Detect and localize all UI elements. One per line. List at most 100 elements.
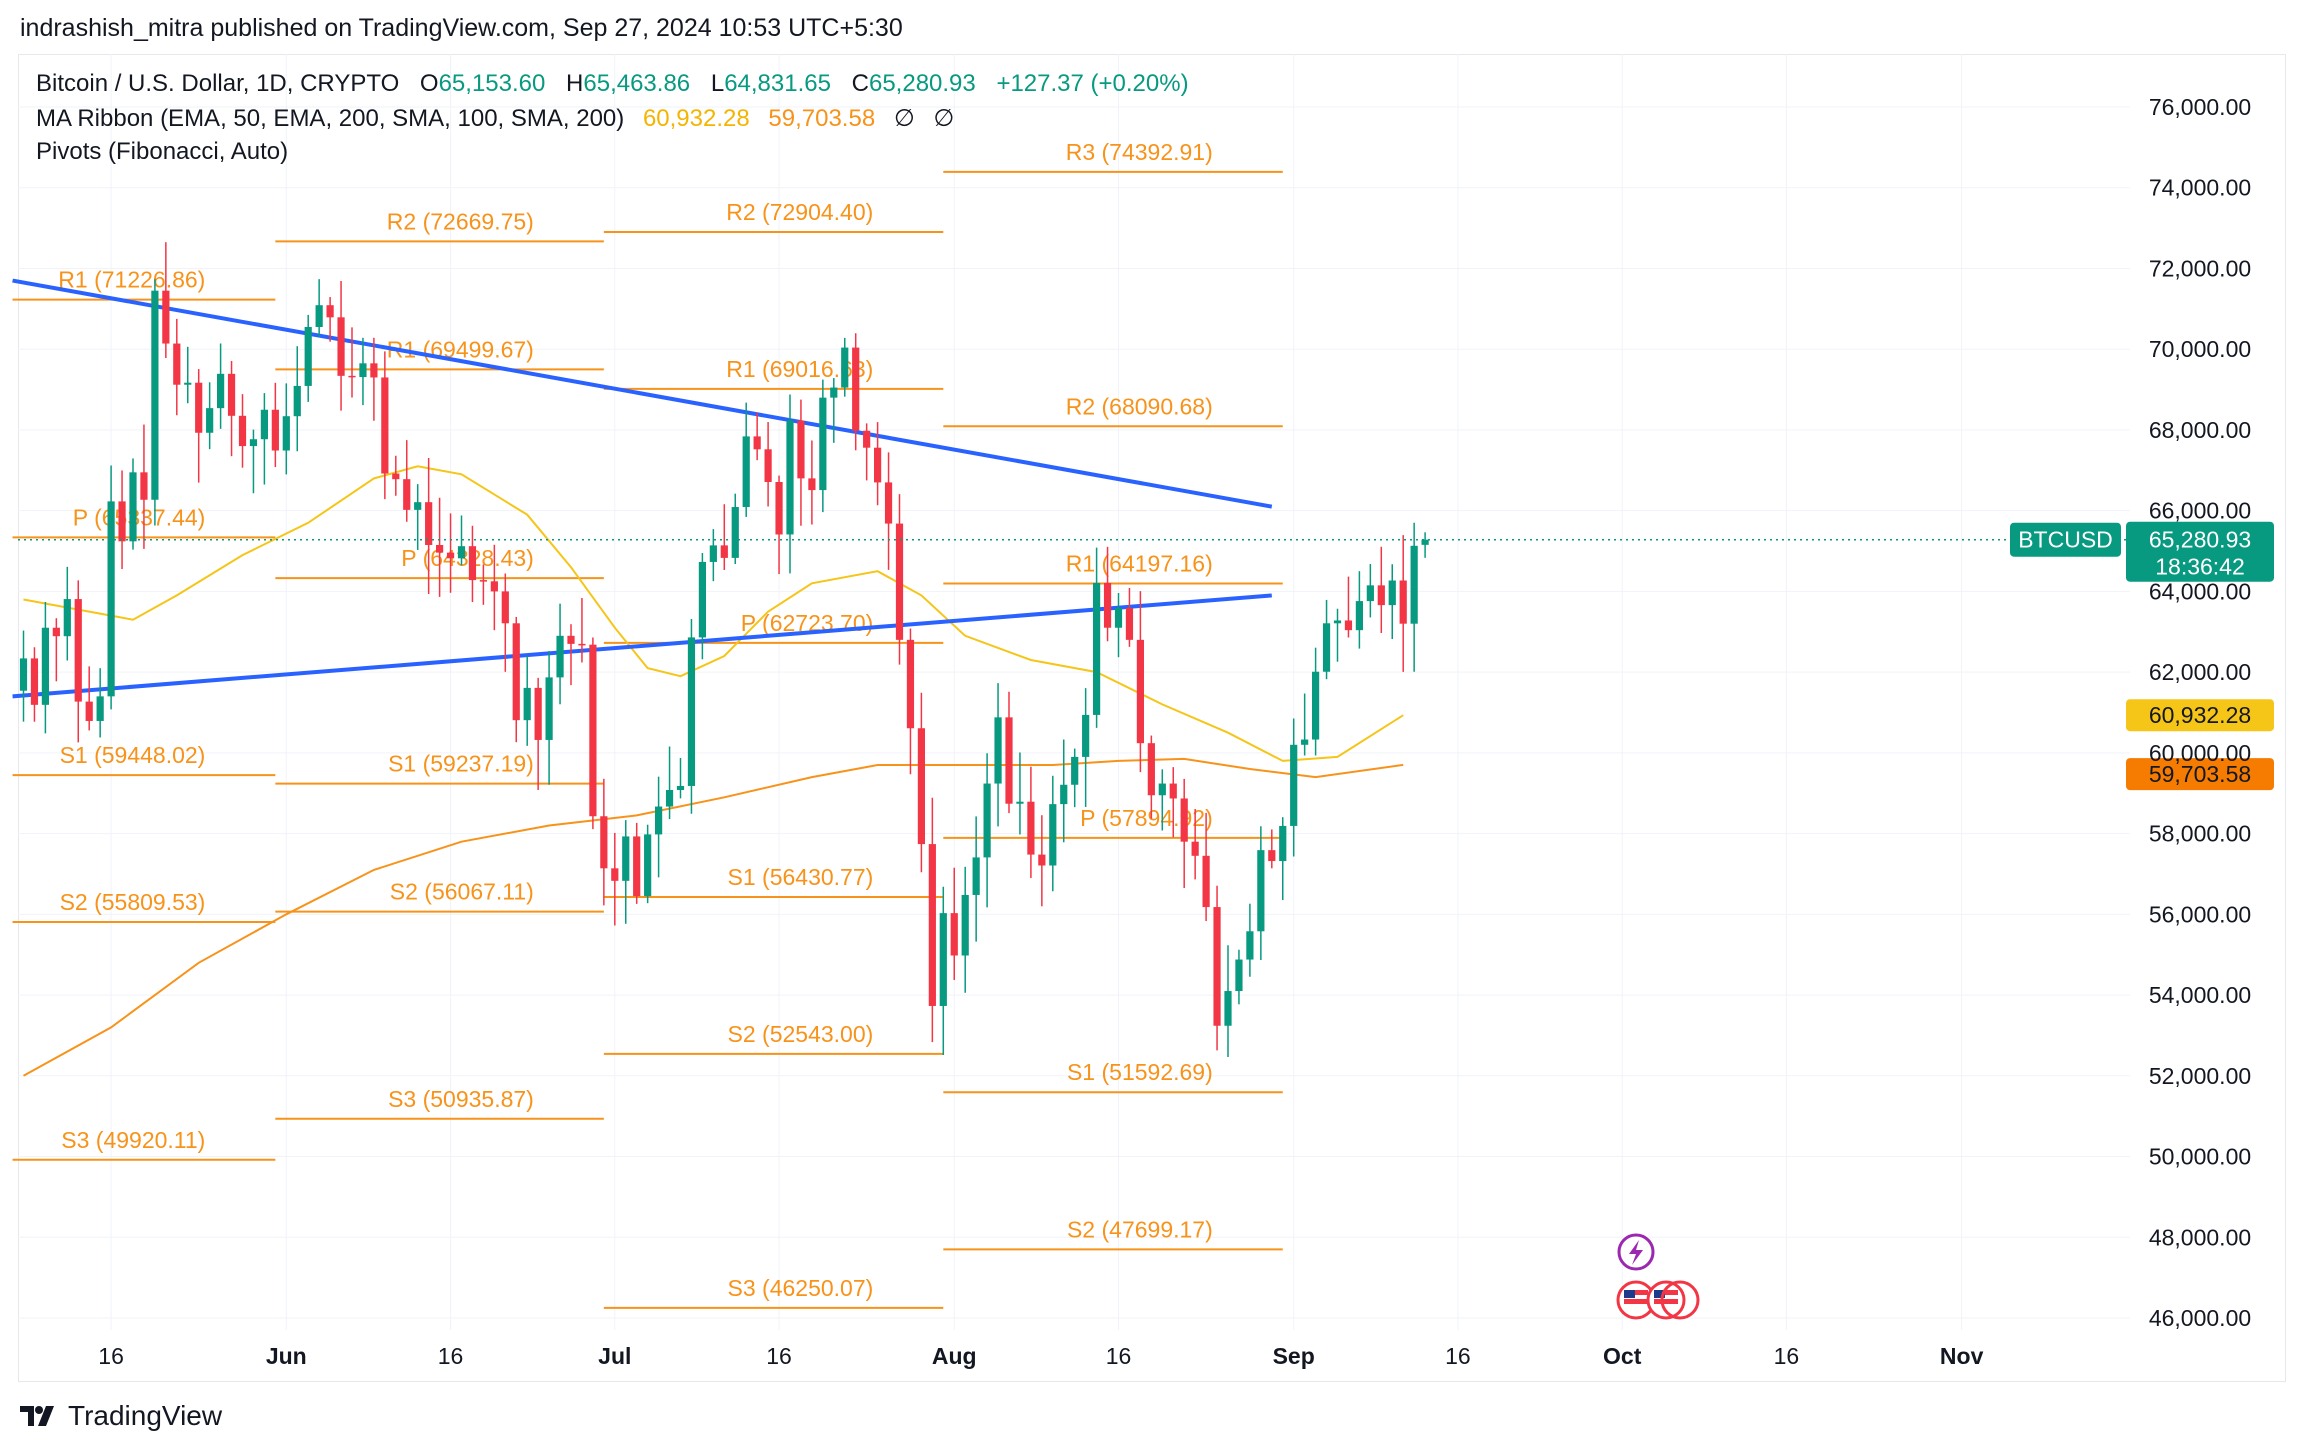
candle[interactable] — [786, 394, 794, 574]
candle[interactable] — [1103, 546, 1112, 642]
candle[interactable] — [819, 379, 827, 513]
candle[interactable] — [1224, 945, 1232, 1058]
candle[interactable] — [1421, 532, 1429, 558]
candle[interactable] — [874, 422, 882, 506]
candle[interactable] — [217, 343, 225, 429]
candle[interactable] — [468, 525, 477, 603]
candle[interactable] — [173, 318, 181, 416]
candle[interactable] — [928, 797, 936, 1043]
candle[interactable] — [917, 692, 925, 873]
candle[interactable] — [1180, 778, 1188, 889]
candle[interactable] — [764, 422, 772, 507]
candle[interactable] — [950, 867, 958, 981]
candle[interactable] — [370, 337, 378, 421]
symbol-title[interactable]: Bitcoin / U.S. Dollar, 1D, CRYPTO — [36, 70, 400, 97]
candle[interactable] — [1268, 829, 1276, 869]
candle[interactable] — [1169, 767, 1177, 838]
candle[interactable] — [19, 630, 28, 722]
chart-events[interactable] — [1616, 1233, 1700, 1320]
candle[interactable] — [129, 458, 137, 550]
candle[interactable] — [884, 452, 893, 570]
candle[interactable] — [30, 647, 39, 722]
candle[interactable] — [162, 242, 170, 359]
chart-area[interactable] — [18, 54, 2286, 1382]
price-axis[interactable]: 76,000.00 74,000.00 72,000.00 70,000.00 68,0… — [2149, 94, 2251, 1331]
candle[interactable] — [852, 333, 860, 451]
candle[interactable] — [403, 440, 411, 522]
candle[interactable] — [381, 351, 389, 500]
candle[interactable] — [1322, 599, 1331, 680]
candle[interactable] — [1071, 748, 1079, 808]
candle[interactable] — [1344, 576, 1353, 638]
candle[interactable] — [731, 493, 739, 564]
candle[interactable] — [830, 378, 838, 443]
candle[interactable] — [742, 402, 750, 517]
tradingview-logo[interactable]: TradingView — [20, 1400, 222, 1432]
candle[interactable] — [1366, 563, 1374, 618]
candle[interactable] — [1410, 522, 1418, 672]
candle[interactable] — [227, 360, 236, 457]
candle[interactable] — [1038, 815, 1046, 907]
candle[interactable] — [1093, 547, 1101, 728]
candle[interactable] — [578, 598, 586, 663]
us-economic-events-icon[interactable] — [1616, 1280, 1700, 1320]
ma-ribbon-title[interactable]: MA Ribbon (EMA, 50, EMA, 200, SMA, 100, … — [36, 105, 625, 132]
candle[interactable] — [446, 513, 455, 593]
candle[interactable] — [1016, 752, 1024, 835]
candle[interactable] — [720, 504, 728, 571]
candle[interactable] — [633, 822, 641, 904]
candle[interactable] — [206, 382, 214, 450]
candle[interactable] — [238, 394, 247, 468]
candle[interactable] — [589, 637, 597, 830]
candle[interactable] — [895, 494, 904, 665]
candle[interactable] — [709, 529, 717, 582]
candle[interactable] — [753, 412, 761, 461]
candles[interactable] — [19, 242, 1429, 1058]
candle[interactable] — [972, 816, 980, 942]
time-axis[interactable]: 16 Jun 16 Jul 16 Aug 16 Sep 16 Oct 16 Nov — [98, 1343, 1983, 1369]
lightning-event-icon[interactable] — [1617, 1233, 1655, 1271]
candle[interactable] — [41, 601, 49, 734]
candle[interactable] — [1333, 608, 1342, 662]
candle[interactable] — [1290, 718, 1298, 857]
candle[interactable] — [1060, 739, 1068, 843]
candle[interactable] — [1377, 546, 1385, 634]
candle[interactable] — [676, 757, 685, 799]
candle[interactable] — [939, 886, 947, 1055]
candle[interactable] — [479, 564, 487, 605]
candle[interactable] — [1005, 691, 1013, 814]
candle[interactable] — [1355, 571, 1363, 649]
candle[interactable] — [293, 346, 301, 452]
candle[interactable] — [490, 544, 498, 631]
candle[interactable] — [1191, 809, 1199, 880]
candle[interactable] — [1399, 535, 1407, 672]
candle[interactable] — [863, 423, 871, 481]
candle[interactable] — [282, 383, 290, 475]
candle[interactable] — [687, 618, 696, 814]
candle[interactable] — [107, 465, 115, 710]
candle[interactable] — [118, 470, 126, 570]
candle[interactable] — [74, 580, 82, 743]
candle[interactable] — [1279, 817, 1287, 901]
candle[interactable] — [665, 746, 674, 820]
candle[interactable] — [698, 553, 706, 660]
candle[interactable] — [195, 369, 203, 483]
candle[interactable] — [622, 820, 630, 924]
candle[interactable] — [337, 281, 345, 411]
candle[interactable] — [1246, 903, 1254, 977]
legend-ma-row[interactable]: MA Ribbon (EMA, 50, EMA, 200, SMA, 100, … — [36, 104, 954, 133]
candle[interactable] — [841, 337, 849, 397]
candle[interactable] — [1027, 766, 1035, 879]
candle[interactable] — [414, 484, 422, 550]
candle[interactable] — [556, 603, 564, 705]
candle[interactable] — [1114, 593, 1123, 658]
candle[interactable] — [271, 382, 279, 468]
candle[interactable] — [1257, 826, 1265, 960]
candle[interactable] — [983, 753, 991, 908]
candle[interactable] — [140, 424, 148, 549]
candle[interactable] — [1158, 769, 1166, 831]
legend-symbol-row[interactable]: Bitcoin / U.S. Dollar, 1D, CRYPTO O65,15… — [36, 70, 1189, 98]
candle[interactable] — [184, 346, 192, 404]
trendlines[interactable] — [12, 278, 1273, 699]
candle[interactable] — [600, 778, 608, 906]
